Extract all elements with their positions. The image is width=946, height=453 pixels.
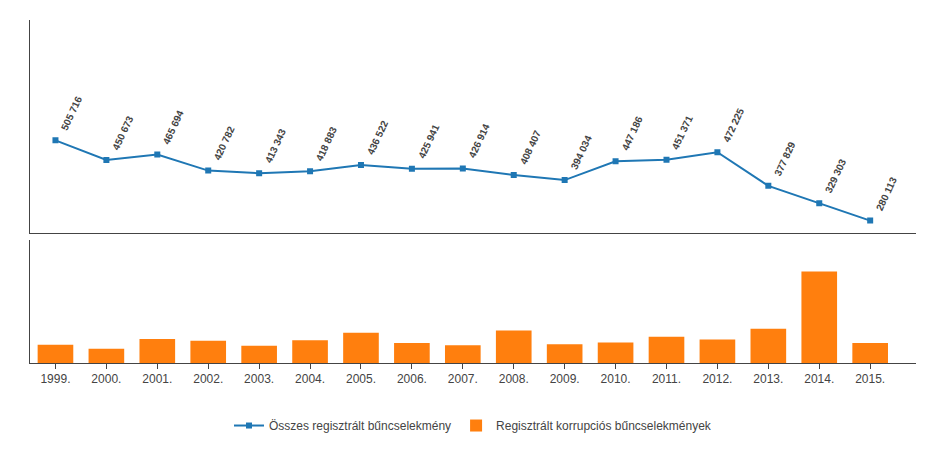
svg-text:426 914: 426 914	[466, 122, 491, 160]
svg-text:2007.: 2007.	[448, 372, 478, 386]
svg-text:2013.: 2013.	[753, 372, 783, 386]
svg-text:2009.: 2009.	[550, 372, 580, 386]
svg-text:2004.: 2004.	[295, 372, 325, 386]
svg-text:2003.: 2003.	[244, 372, 274, 386]
svg-text:2006.: 2006.	[397, 372, 427, 386]
svg-text:2015.: 2015.	[855, 372, 885, 386]
svg-text:2014.: 2014.	[804, 372, 834, 386]
svg-text:418 883: 418 883	[314, 125, 339, 163]
svg-text:2002.: 2002.	[193, 372, 223, 386]
svg-text:447 186: 447 186	[619, 114, 644, 152]
svg-text:394 034: 394 034	[569, 133, 594, 171]
svg-text:377 829: 377 829	[772, 140, 797, 178]
svg-text:451 371: 451 371	[670, 113, 695, 151]
svg-text:2000.: 2000.	[91, 372, 121, 386]
svg-text:280 113: 280 113	[874, 175, 899, 212]
svg-text:413 343: 413 343	[263, 127, 288, 165]
svg-text:505 716: 505 716	[59, 94, 84, 132]
svg-text:436 522: 436 522	[365, 119, 390, 157]
svg-text:2010.: 2010.	[601, 372, 631, 386]
svg-text:2005.: 2005.	[346, 372, 376, 386]
svg-text:2012.: 2012.	[702, 372, 732, 386]
svg-text:420 782: 420 782	[211, 124, 236, 162]
svg-text:465 694: 465 694	[161, 108, 186, 146]
svg-text:1999.: 1999.	[40, 372, 70, 386]
svg-text:Összes regisztrált bűncselekmé: Összes regisztrált bűncselekmény	[269, 419, 451, 433]
svg-text:450 673: 450 673	[110, 114, 135, 152]
svg-text:2008.: 2008.	[499, 372, 529, 386]
svg-text:2011.: 2011.	[652, 372, 681, 386]
svg-text:329 303: 329 303	[823, 157, 848, 195]
svg-text:425 941: 425 941	[416, 122, 441, 160]
svg-text:472 225: 472 225	[721, 106, 746, 144]
svg-text:Regisztrált korrupciós bűncsel: Regisztrált korrupciós bűncselekmények	[496, 419, 712, 433]
svg-text:2001.: 2001.	[142, 372, 172, 386]
svg-text:408 407: 408 407	[518, 128, 543, 166]
